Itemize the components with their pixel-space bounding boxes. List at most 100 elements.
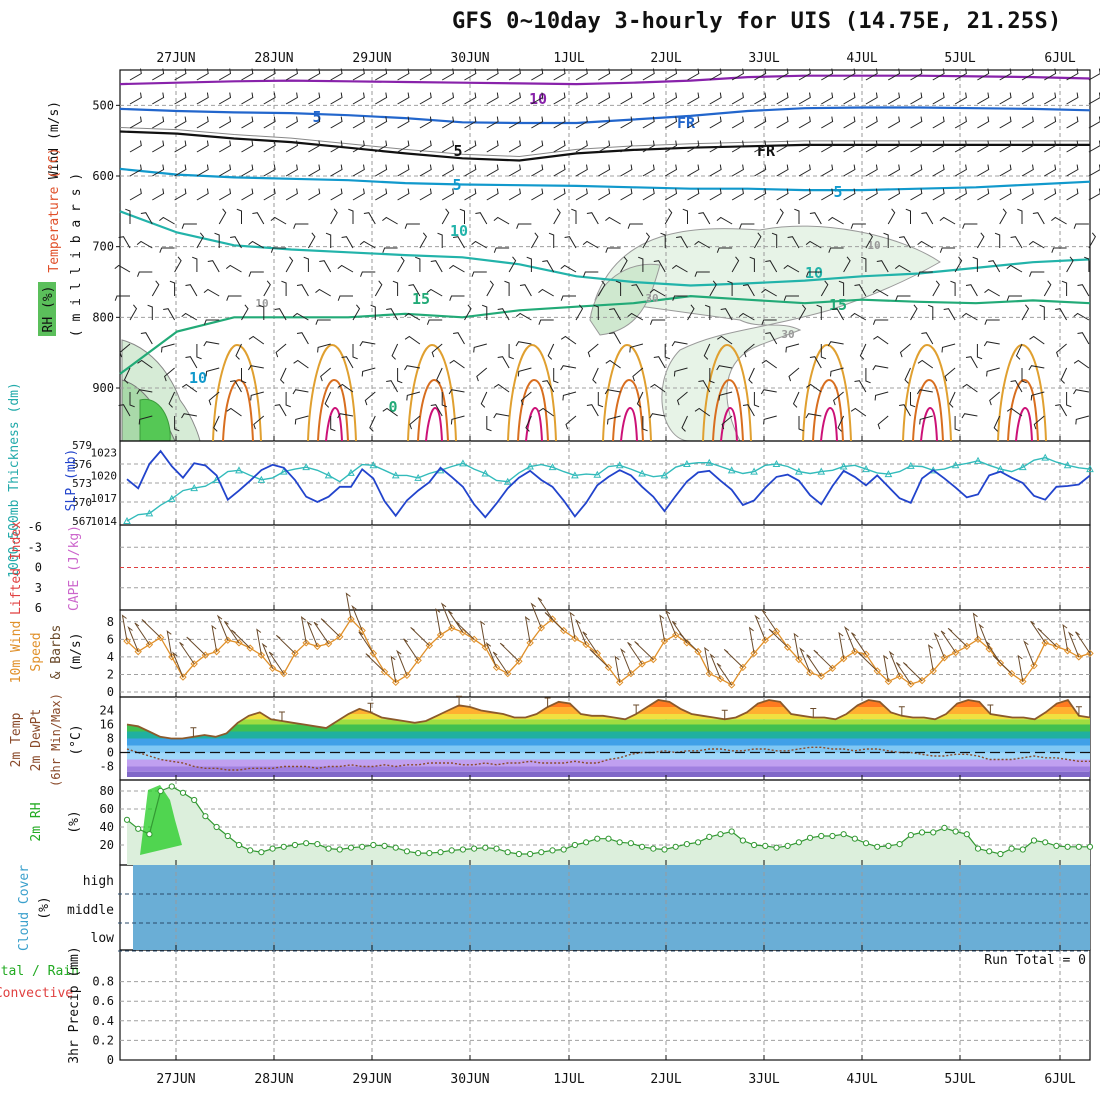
wind-barb [441,208,450,225]
wind-barb [816,304,822,320]
wind10-barb [134,622,150,645]
wind-barb [218,140,232,153]
wind-barb [397,92,410,105]
wind-barb [486,116,499,129]
wind-barb [152,68,165,81]
wind-barb [872,319,889,325]
wind-barb [597,392,604,408]
thickness-point [683,459,691,467]
wind-barb [598,140,611,153]
wind-barb [196,116,209,129]
wind-barb [865,164,878,177]
wind-barb [406,391,421,401]
rh-area [127,786,1090,865]
wind-barb [944,367,956,382]
wind-barb [1021,92,1034,105]
wind-barb [441,188,455,201]
rh-point [370,841,377,849]
wind10-point [336,632,344,641]
wind-barb [285,140,298,153]
wind-tick: 4 [107,650,114,664]
temp-band [127,766,1090,772]
wind10-barb [306,620,318,647]
wind-barb [441,164,455,177]
thickness-point [795,467,803,475]
wind-barb [687,164,700,177]
panel-frame-upper [119,69,1091,442]
wind-barb [253,415,265,430]
temp-maxmin [721,709,728,720]
wind10-barb [1030,620,1046,644]
wind-barb [627,312,644,321]
wind-barb [877,415,889,430]
temp-tick: 8 [107,732,114,746]
thickness-point [1086,465,1094,473]
wind-barb [382,407,398,417]
thickness-point [257,475,266,483]
contour-30-loop [425,406,443,442]
wind-barb [330,140,343,153]
wind-barb [531,188,544,201]
wind10-point [705,669,713,678]
wind-barb [865,368,871,384]
rh-tick: 40 [100,820,114,834]
wind-barb [1033,415,1045,430]
wind-barb [904,367,911,384]
wind-barb [493,216,510,225]
wind-barb [598,188,611,201]
rh-point [728,828,735,835]
date-label-top: 4JUL [846,51,877,66]
wind-barb [830,367,844,377]
wind-barb [337,413,354,419]
wind-barb [129,92,142,105]
date-label-bottom: 2JUL [650,1072,681,1087]
wind-barb [999,164,1012,177]
wind-barb [181,413,197,419]
wind-barb [352,68,365,81]
wind-barb [341,356,354,369]
rh-point [504,849,511,856]
date-label-top: 27JUN [156,51,195,66]
wind-barb [375,140,388,153]
wind-barb [1043,280,1052,297]
wind10-point [212,647,221,656]
wind-barb [1077,332,1090,345]
wind-barb [152,140,165,153]
date-label-bottom: 5JUL [944,1072,975,1087]
wind-barb [174,416,180,432]
wind-barb [359,240,376,249]
wind10-barb [716,663,733,686]
contour-25-loop [712,378,744,442]
wind-barb [241,164,254,177]
wind-barb [593,304,599,320]
temp-band [127,759,1090,767]
wind-barb [592,367,599,384]
wind-barb [531,116,544,129]
thickness-point [817,467,826,475]
wind-barb [114,295,130,301]
wind10-barb [530,602,542,629]
wind10-barb [748,626,755,654]
wind-barb [136,240,153,249]
wind-barb [441,392,448,408]
slp-line [126,449,1091,519]
wind10-point [1007,669,1016,678]
wind-barb [359,341,376,347]
wind-barb [218,92,232,105]
wind-barb [450,415,465,425]
thickness-point [705,458,714,466]
wind-barb [430,260,443,273]
wind-barb [408,284,421,297]
wind-barb [649,288,666,297]
wind-barb [247,365,264,371]
wind-barb [226,295,242,301]
wind-barb [748,367,755,384]
wind-barb [330,208,338,225]
wind10-barb [403,638,419,661]
upper-tick-label: 900 [92,381,114,395]
thickness-point [190,484,199,492]
rh-point [750,841,758,849]
wind-barb [1060,367,1068,384]
thickness-point [123,516,131,524]
wind-barb [954,68,967,81]
